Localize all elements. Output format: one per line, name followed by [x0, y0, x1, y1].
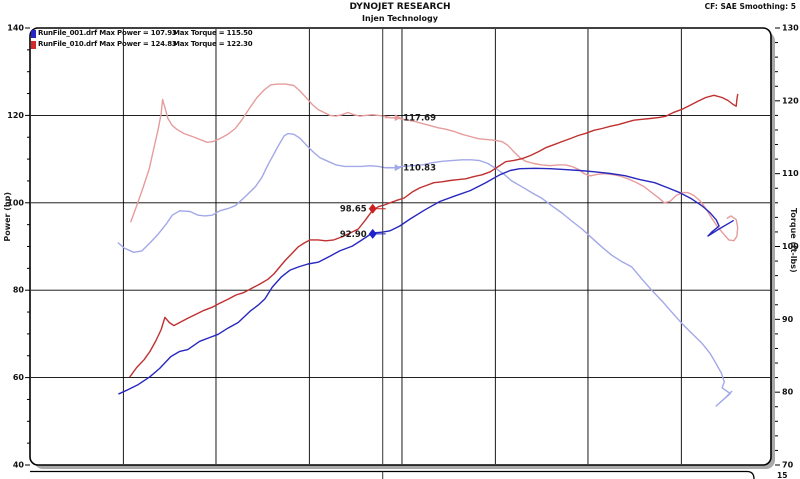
- cursor-readout-label: 117.69: [403, 114, 436, 124]
- power-tick-label: 60: [13, 373, 25, 382]
- correction-smoothing-label: CF: SAE Smoothing: 5: [704, 2, 796, 11]
- legend-run-1: RunFile_001.drf Max Power = 107.93 Max To…: [31, 29, 331, 40]
- power-tick-label: 100: [7, 198, 24, 207]
- cursor-marker-arrowhead: [394, 114, 402, 122]
- cursor-marker-diamond: [368, 228, 377, 239]
- torque-tick-label: 120: [782, 96, 799, 105]
- page-subtitle: Injen Technology: [362, 14, 438, 23]
- torque-tick-label: 110: [782, 169, 799, 178]
- legend-power-text: RunFile_001.drf Max Power = 107.93: [38, 29, 177, 37]
- cursor-marker-arrowhead: [394, 164, 402, 172]
- legend-torque-text: Max Torque = 122.30: [173, 40, 253, 48]
- page-title: DYNOJET RESEARCH: [349, 2, 451, 12]
- legend-swatch: [31, 30, 36, 38]
- power_010-curve: [129, 93, 739, 378]
- torque-axis-label: Torque (ft-lbs): [789, 208, 798, 273]
- torque-tick-label: 100: [782, 242, 799, 251]
- cursor-marker-diamond: [368, 203, 377, 214]
- power-axis-label: Power (hp): [3, 192, 12, 242]
- next-panel-border: [30, 470, 755, 479]
- cursor-readout-label: 110.83: [403, 164, 436, 174]
- power-tick-label: 120: [7, 111, 24, 120]
- power-tick-label: 80: [13, 286, 25, 295]
- torque_010-curve: [130, 83, 739, 242]
- plot-frame: [29, 27, 772, 466]
- torque-tick-label: 90: [782, 315, 794, 324]
- torque-tick-label: 70: [782, 461, 794, 470]
- torque-tick-label: 130: [782, 24, 799, 33]
- torque-tick-label: 80: [782, 388, 794, 397]
- power-tick-label: 40: [13, 461, 25, 470]
- legend: RunFile_001.drf Max Power = 107.93 Max To…: [31, 29, 331, 51]
- cursor-readout-label: 92.90: [340, 230, 367, 240]
- power-tick-label: 140: [7, 24, 24, 33]
- legend-torque-text: Max Torque = 115.50: [173, 29, 253, 37]
- legend-run-2: RunFile_010.drf Max Power = 124.83 Max To…: [31, 40, 331, 51]
- next-panel-tick-label: 15: [777, 471, 788, 479]
- torque_001-curve: [117, 132, 733, 407]
- legend-swatch: [31, 41, 36, 49]
- power_001-curve: [118, 167, 734, 395]
- legend-power-text: RunFile_010.drf Max Power = 124.83: [38, 40, 177, 48]
- cursor-readout-label: 98.65: [340, 205, 367, 215]
